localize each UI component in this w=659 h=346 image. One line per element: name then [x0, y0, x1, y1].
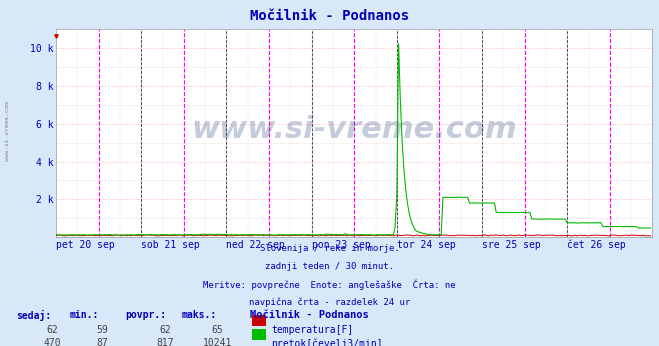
Text: 62: 62 — [159, 325, 171, 335]
Text: temperatura[F]: temperatura[F] — [272, 325, 354, 335]
Text: Meritve: povprečne  Enote: anglešaške  Črta: ne: Meritve: povprečne Enote: anglešaške Črt… — [203, 280, 456, 290]
Text: pretok[čevelj3/min]: pretok[čevelj3/min] — [272, 338, 383, 346]
Text: sedaj:: sedaj: — [16, 310, 51, 321]
Text: navpična črta - razdelek 24 ur: navpična črta - razdelek 24 ur — [249, 298, 410, 307]
Text: min.:: min.: — [69, 310, 99, 320]
Text: Močilnik - Podnanos: Močilnik - Podnanos — [250, 310, 369, 320]
Text: Močilnik - Podnanos: Močilnik - Podnanos — [250, 9, 409, 22]
Text: povpr.:: povpr.: — [125, 310, 166, 320]
Text: 10241: 10241 — [203, 338, 232, 346]
Text: www.si-vreme.com: www.si-vreme.com — [191, 115, 517, 144]
Text: 59: 59 — [96, 325, 108, 335]
Text: 87: 87 — [96, 338, 108, 346]
Text: 817: 817 — [156, 338, 173, 346]
Text: www.si-vreme.com: www.si-vreme.com — [5, 101, 11, 162]
Text: 62: 62 — [47, 325, 59, 335]
Text: Slovenija / reke in morje.: Slovenija / reke in morje. — [260, 244, 399, 253]
Text: zadnji teden / 30 minut.: zadnji teden / 30 minut. — [265, 262, 394, 271]
Text: 65: 65 — [212, 325, 223, 335]
Text: maks.:: maks.: — [181, 310, 216, 320]
Text: 470: 470 — [44, 338, 61, 346]
